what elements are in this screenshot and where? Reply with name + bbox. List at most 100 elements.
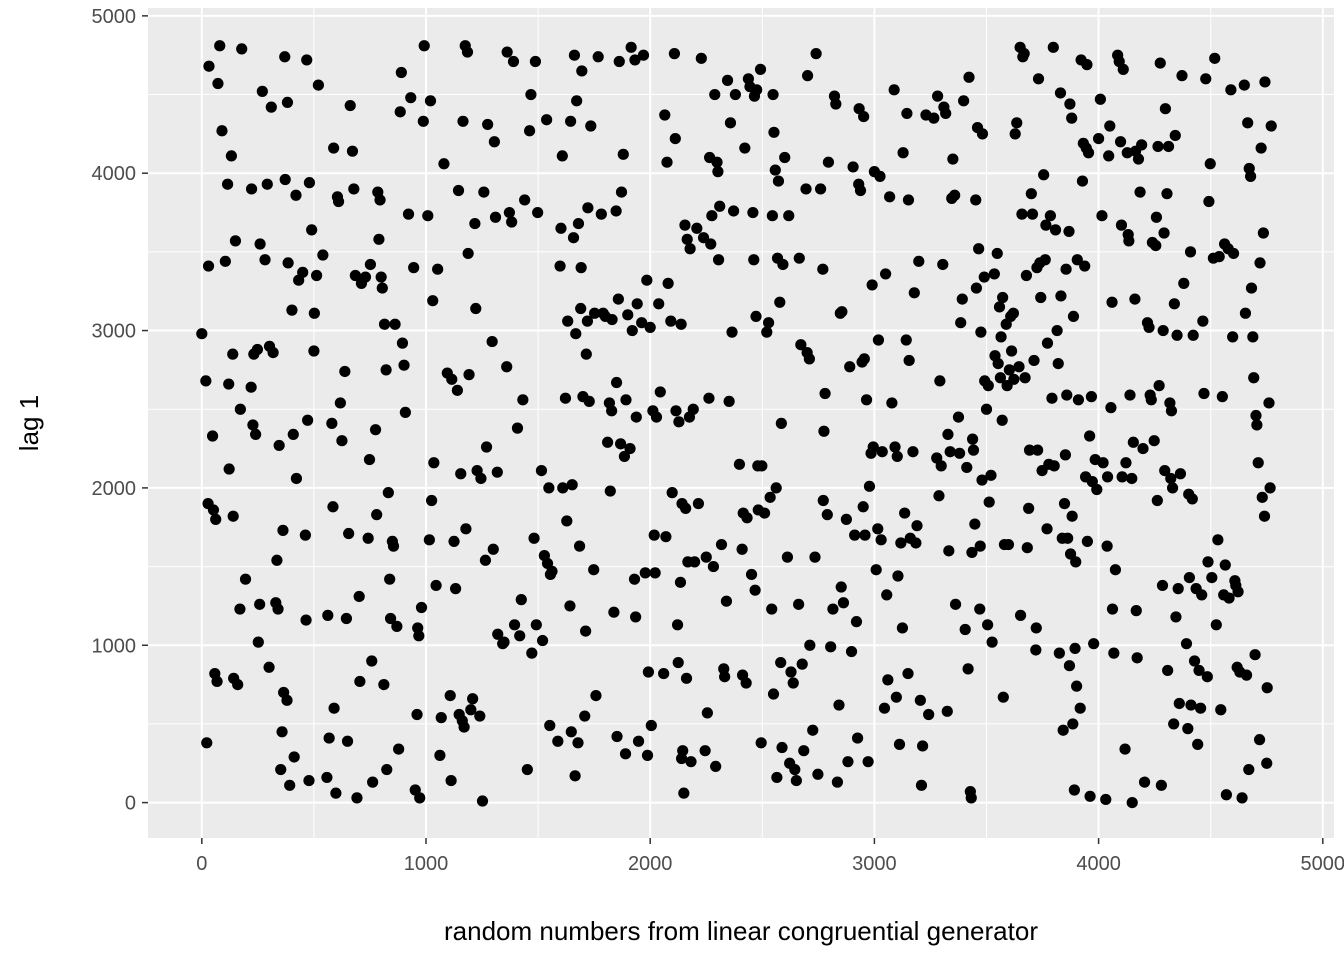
data-point [575, 262, 587, 274]
data-point [394, 106, 406, 118]
data-point [482, 118, 494, 131]
data-point [508, 619, 521, 631]
data-point [564, 600, 576, 612]
data-point [973, 243, 985, 255]
data-point [1143, 321, 1155, 334]
data-point [308, 307, 320, 319]
data-point [1130, 605, 1142, 617]
data-point [1220, 789, 1232, 801]
data-point [863, 480, 876, 492]
data-point [1236, 792, 1248, 804]
data-point [275, 763, 287, 776]
data-point [1038, 169, 1050, 181]
data-point [595, 208, 607, 220]
data-point [1084, 430, 1096, 442]
data-point [965, 792, 977, 804]
data-point [399, 406, 411, 418]
data-point [503, 206, 516, 219]
data-point [1245, 282, 1258, 294]
data-point [290, 472, 303, 485]
data-point [851, 732, 864, 744]
data-point [875, 534, 887, 546]
data-point [673, 416, 685, 428]
data-point [210, 513, 222, 525]
data-point [911, 520, 923, 532]
data-point [529, 55, 542, 68]
data-point [583, 395, 595, 407]
data-point [521, 763, 533, 776]
data-point [562, 315, 574, 327]
data-point [974, 603, 986, 615]
data-point [668, 48, 681, 60]
data-point [1026, 208, 1039, 220]
data-point [812, 768, 824, 780]
data-point [1061, 389, 1073, 401]
data-point [914, 694, 926, 706]
data-point [1032, 73, 1045, 85]
data-point [1161, 188, 1173, 200]
data-point [1101, 471, 1114, 483]
data-point [1238, 79, 1250, 91]
data-point [1063, 225, 1075, 238]
data-point [606, 405, 618, 417]
data-point [680, 672, 693, 684]
data-point [1198, 387, 1210, 400]
data-point [389, 318, 401, 330]
data-point [465, 704, 477, 716]
data-point [891, 450, 903, 463]
data-point [897, 147, 909, 159]
data-point [706, 210, 718, 222]
data-point [1148, 435, 1160, 447]
data-point [789, 763, 801, 776]
y-tick-label: 0 [125, 793, 136, 815]
data-point [1227, 247, 1240, 260]
data-point [637, 49, 650, 61]
data-point [814, 183, 827, 195]
data-point [881, 589, 893, 601]
data-point [1243, 763, 1255, 776]
data-point [803, 353, 815, 365]
data-point [1014, 609, 1027, 621]
data-point [284, 779, 296, 791]
data-point [457, 115, 469, 127]
data-point [1203, 195, 1215, 208]
data-point [1100, 793, 1112, 806]
data-point [986, 636, 998, 648]
data-point [913, 255, 925, 267]
data-point [428, 457, 440, 469]
data-point [302, 414, 314, 426]
data-point [571, 95, 583, 107]
data-point [343, 527, 355, 540]
data-point [809, 551, 821, 563]
data-point [681, 233, 693, 245]
data-point [969, 518, 981, 530]
data-point [747, 206, 759, 219]
data-point [701, 707, 713, 719]
data-point [405, 92, 417, 104]
data-point [273, 439, 285, 452]
data-point [1213, 251, 1225, 263]
data-point [1119, 743, 1131, 755]
data-point [1052, 358, 1064, 370]
data-point [677, 745, 689, 757]
data-point [781, 551, 794, 563]
data-point [1183, 571, 1195, 584]
data-point [1256, 491, 1268, 503]
data-point [207, 504, 220, 516]
data-point [1009, 128, 1021, 140]
data-point [670, 405, 682, 417]
data-point [554, 260, 566, 272]
data-point [932, 90, 944, 102]
data-point [565, 726, 577, 738]
data-point [206, 430, 219, 442]
data-point [889, 441, 901, 453]
data-point [842, 756, 854, 768]
data-point [1103, 150, 1115, 162]
data-point [528, 532, 540, 544]
data-point [1168, 298, 1180, 310]
data-point [650, 411, 663, 423]
data-point [867, 441, 879, 453]
data-point [1240, 669, 1253, 681]
data-point [827, 603, 839, 615]
data-point [1257, 227, 1269, 239]
